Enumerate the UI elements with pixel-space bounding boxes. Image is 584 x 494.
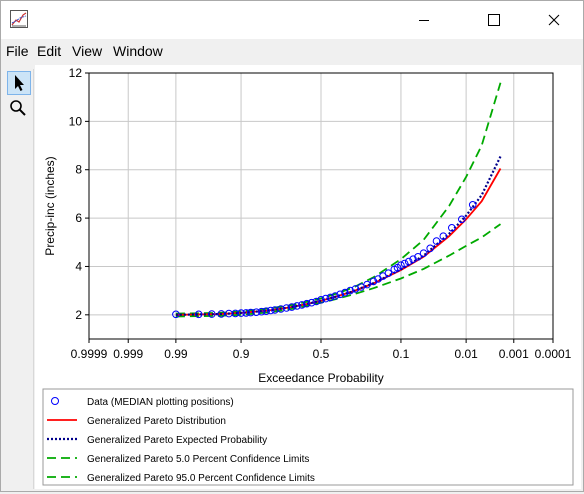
data-point (346, 286, 355, 295)
data-point (237, 309, 245, 317)
data-point (287, 303, 296, 311)
close-button[interactable] (531, 1, 577, 39)
data-point (369, 277, 378, 286)
x-tick-label: 0.9 (233, 347, 250, 361)
tool-strip (5, 69, 34, 489)
y-tick-label: 6 (75, 211, 82, 225)
data-point (217, 310, 226, 318)
data-point (336, 290, 344, 299)
title-bar[interactable] (1, 1, 583, 39)
legend-entry-label: Data (MEDIAN plotting positions) (87, 397, 234, 408)
data-points (172, 201, 477, 319)
data-point (307, 298, 316, 307)
series-line-1 (175, 168, 502, 316)
series-line-4 (175, 82, 502, 315)
data-point (231, 309, 240, 318)
data-point (282, 304, 291, 312)
minimize-button[interactable] (401, 1, 447, 39)
data-point (458, 215, 466, 224)
series-lines (175, 82, 502, 318)
data-point (208, 310, 216, 318)
data-point (404, 257, 413, 266)
menu-bar: File Edit View Window (1, 41, 583, 63)
menu-view[interactable]: View (72, 43, 103, 59)
x-tick-label: 0.9999 (71, 347, 108, 361)
maximize-button[interactable] (471, 1, 517, 39)
y-tick-label: 2 (75, 308, 82, 322)
data-point (363, 280, 371, 289)
legend-entry-label: Generalized Pareto 5.0 Percent Confidenc… (87, 454, 309, 465)
data-point (312, 297, 321, 306)
data-point (262, 307, 270, 315)
x-axis-ticks: 0.9999 0.999 0.99 0.9 0.5 0.1 0.01 0.001 0.0001 (71, 339, 572, 361)
data-point (298, 301, 306, 309)
pointer-tool-button[interactable] (7, 71, 31, 95)
data-point (257, 307, 266, 316)
data-point (303, 299, 311, 308)
data-point (266, 306, 275, 315)
zoom-tool-button[interactable] (7, 97, 31, 121)
legend-marker (51, 397, 59, 405)
data-point (384, 269, 393, 277)
maximize-icon (488, 14, 500, 26)
data-point (448, 224, 456, 232)
data-point (341, 288, 349, 297)
data-point (397, 261, 405, 269)
y-axis-label: Precip-inc (inches) (43, 156, 57, 255)
data-point (246, 308, 255, 317)
data-point (414, 253, 422, 261)
data-point (172, 310, 180, 319)
y-tick-label: 8 (75, 163, 82, 177)
data-point (242, 309, 250, 317)
x-tick-label: 0.5 (313, 347, 330, 361)
data-point (409, 255, 417, 263)
y-tick-label: 12 (69, 66, 83, 80)
data-point (326, 293, 335, 302)
legend-entry-label: Generalized Pareto 95.0 Percent Confiden… (87, 473, 315, 484)
close-icon (548, 14, 560, 26)
data-point (277, 305, 285, 313)
y-axis-ticks: 2 4 6 8 10 12 (69, 66, 89, 322)
magnifier-icon (10, 100, 26, 116)
legend-entries: Data (MEDIAN plotting positions) Generali… (47, 397, 315, 484)
legend-entry-label: Generalized Pareto Distribution (87, 416, 226, 427)
frequency-curve-chart: 0.9999 0.999 0.99 0.9 0.5 0.1 0.01 0.001 0.0001 … (35, 65, 581, 489)
data-point (419, 249, 428, 257)
data-point (400, 259, 409, 268)
data-point (252, 308, 261, 316)
x-tick-label: 0.001 (499, 347, 529, 361)
data-point (439, 232, 448, 240)
data-point (194, 310, 203, 319)
menu-edit[interactable]: Edit (37, 43, 62, 59)
chart-panel: 0.9999 0.999 0.99 0.9 0.5 0.1 0.01 0.001 0.0001 … (35, 65, 581, 489)
menu-file[interactable]: File (6, 43, 29, 59)
x-tick-label: 0.01 (454, 347, 478, 361)
x-tick-label: 0.0001 (535, 347, 572, 361)
legend (42, 388, 574, 486)
minimize-icon (419, 20, 429, 21)
data-point (317, 296, 325, 304)
data-point (331, 292, 340, 300)
data-point (293, 302, 301, 310)
data-point (468, 201, 477, 209)
x-tick-label: 0.99 (164, 347, 188, 361)
chart-icon (10, 10, 28, 28)
data-point (432, 237, 441, 245)
y-tick-label: 10 (69, 114, 83, 128)
x-axis-label: Exceedance Probability (258, 371, 383, 385)
x-tick-label: 0.999 (113, 347, 143, 361)
legend-entry-label: Generalized Pareto Expected Probability (87, 435, 267, 446)
x-tick-label: 0.1 (393, 347, 410, 361)
data-point (321, 294, 330, 303)
pointer-icon (15, 75, 24, 91)
series-line-3 (175, 223, 502, 318)
y-tick-label: 4 (75, 259, 82, 273)
data-point (426, 244, 435, 253)
menu-window[interactable]: Window (113, 43, 163, 59)
series-line-2 (175, 155, 502, 316)
